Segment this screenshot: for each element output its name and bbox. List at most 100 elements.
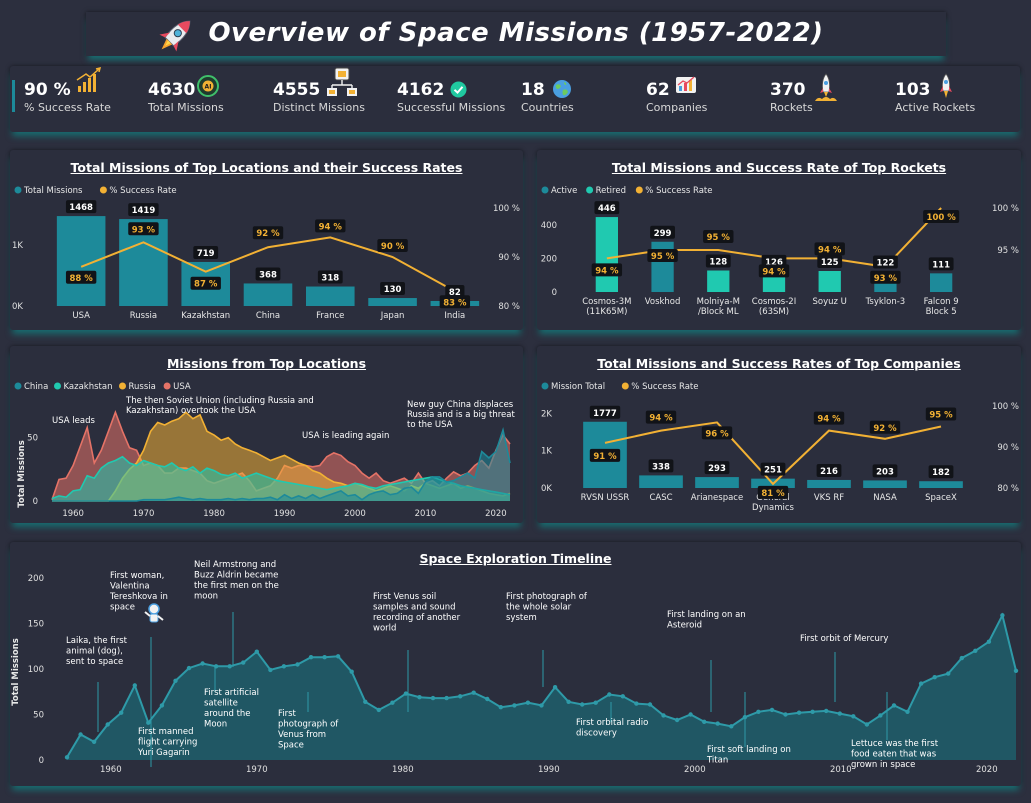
timeline-point bbox=[837, 711, 842, 716]
bar bbox=[930, 273, 953, 292]
timeline-annotation: system bbox=[506, 613, 537, 623]
y-tick-label: 50 bbox=[33, 711, 44, 721]
kpi-value: 370 bbox=[770, 80, 806, 100]
rate-value-label: 95 % bbox=[651, 252, 675, 262]
timeline-point bbox=[159, 703, 165, 708]
ai-chip-icon: AI bbox=[197, 75, 219, 97]
legend-label: Kazakhstan bbox=[64, 382, 113, 392]
timeline-point bbox=[580, 702, 585, 707]
timeline-annotation: Moon bbox=[204, 720, 227, 730]
timeline-point bbox=[186, 665, 192, 671]
x-tick-label: 1960 bbox=[62, 509, 84, 519]
legend-marker bbox=[586, 186, 594, 194]
timeline-point bbox=[64, 755, 70, 760]
kpi-value: 4555 bbox=[273, 80, 321, 100]
rate-value-label-bg bbox=[869, 420, 901, 434]
category-label: (63SM) bbox=[759, 307, 789, 317]
annotation: Kazakhstan) overtook the USA bbox=[126, 406, 256, 416]
panel-timeline: Space Exploration Timeline Total Mission… bbox=[10, 542, 1021, 786]
timeline-annotation: First woman, bbox=[110, 571, 164, 581]
y-tick-label: 2K bbox=[541, 409, 552, 419]
kpi-successful-missions: 4162 Successful Missions bbox=[397, 80, 505, 114]
legend-label: % Success Rate bbox=[645, 186, 712, 196]
kpi-value: 4162 bbox=[397, 80, 445, 100]
timeline-point bbox=[891, 703, 897, 708]
rate-value-label: 100 % bbox=[927, 213, 957, 223]
rate-value-label-bg bbox=[645, 410, 677, 424]
category-label: Cosmos-2I bbox=[752, 297, 796, 307]
x-tick-label: 2000 bbox=[684, 765, 706, 775]
timeline-annotation: Titan bbox=[706, 756, 728, 766]
bar bbox=[305, 286, 355, 306]
panel-companies: Total Missions and Success Rates of Top … bbox=[537, 346, 1021, 523]
timeline-annotation: moon bbox=[194, 592, 218, 602]
page-title: Overview of Space Missions (1957-2022) bbox=[208, 18, 824, 48]
timeline-point bbox=[959, 655, 964, 661]
timeline-point bbox=[620, 694, 625, 699]
rate-value-label: 90 % bbox=[381, 242, 405, 252]
bar-value-label: 126 bbox=[765, 258, 783, 268]
timeline-point bbox=[417, 695, 422, 700]
timeline-point bbox=[661, 713, 666, 718]
timeline-annotation: First photograph of bbox=[506, 592, 588, 602]
bar-value-label: 203 bbox=[876, 467, 894, 477]
bar-value-label: 111 bbox=[932, 260, 950, 270]
timeline-point bbox=[512, 703, 517, 708]
timeline-point bbox=[91, 739, 97, 744]
bar-value-label: 1468 bbox=[69, 203, 93, 213]
timeline-point bbox=[1013, 668, 1019, 673]
bar bbox=[639, 475, 683, 488]
timeline-annotation: flight carrying bbox=[138, 738, 197, 748]
timeline-annotation: discovery bbox=[576, 729, 617, 739]
x-tick-label: 2020 bbox=[485, 509, 507, 519]
annotation: The then Soviet Union (including Russia … bbox=[125, 396, 314, 406]
panel-rockets: Total Missions and Success Rate of Top R… bbox=[537, 150, 1021, 330]
timeline-point bbox=[878, 713, 883, 718]
rate-value-label-bg bbox=[128, 222, 159, 236]
rate-value-label-bg bbox=[923, 210, 960, 223]
timeline-annotation: Yuri Gagarin bbox=[137, 748, 190, 758]
locations-chart: Total Missions % Success Rate 0K 1K 80 % 90 %… bbox=[12, 186, 520, 321]
legend-label: Total Missions bbox=[23, 186, 83, 196]
y2-tick-label: 80 % bbox=[498, 302, 520, 312]
bar-value-label-bg bbox=[445, 284, 465, 298]
kpi-label: Total Missions bbox=[148, 101, 224, 114]
bar-value-label-bg bbox=[648, 459, 674, 473]
y2-tick-label: 80 % bbox=[997, 484, 1019, 494]
rate-value-label-bg bbox=[190, 276, 221, 290]
y-tick-label: 0 bbox=[33, 497, 38, 507]
bar bbox=[695, 477, 739, 488]
timeline-annotation: First orbital radio bbox=[576, 718, 648, 728]
x-tick-label: 1970 bbox=[246, 765, 268, 775]
timeline-point bbox=[824, 708, 829, 714]
timeline-point bbox=[349, 669, 354, 674]
timeline-annotation: satellite bbox=[204, 699, 238, 709]
chart-title: Missions from Top Locations bbox=[166, 356, 367, 371]
bar-value-label-bg bbox=[705, 254, 731, 268]
timeline-point bbox=[363, 699, 368, 704]
bar-value-label-bg bbox=[380, 282, 405, 296]
timeline-point bbox=[918, 681, 924, 686]
legend-label: % Success Rate bbox=[109, 186, 176, 196]
timeline-point bbox=[241, 660, 246, 665]
y-tick-label: 200 bbox=[28, 574, 44, 584]
chart-title: Total Missions and Success Rates of Top … bbox=[597, 356, 961, 371]
bar-value-label-bg bbox=[65, 200, 97, 214]
timeline-point bbox=[702, 719, 707, 724]
companies-chart: Mission Total % Success Rate 0K 1K 2K 80 % 90 … bbox=[541, 382, 1019, 513]
timeline-point bbox=[322, 655, 327, 660]
kpi-success-rate: 90 % % Success Rate bbox=[24, 80, 111, 114]
rate-value-label-bg bbox=[589, 448, 621, 462]
legend-marker bbox=[635, 186, 643, 194]
bar bbox=[818, 271, 841, 292]
timeline-point bbox=[485, 696, 490, 702]
rate-value-label-bg bbox=[377, 239, 408, 252]
timeline-point bbox=[146, 720, 151, 725]
rate-value-label: 87 % bbox=[194, 280, 218, 290]
bar-value-label-bg bbox=[193, 245, 219, 259]
bar-value-label: 1419 bbox=[132, 206, 156, 216]
y2-tick-label: 100 % bbox=[992, 204, 1019, 214]
timeline-point bbox=[688, 712, 693, 717]
y2-tick-label: 90 % bbox=[498, 253, 520, 263]
bar-value-label-bg bbox=[128, 203, 159, 217]
